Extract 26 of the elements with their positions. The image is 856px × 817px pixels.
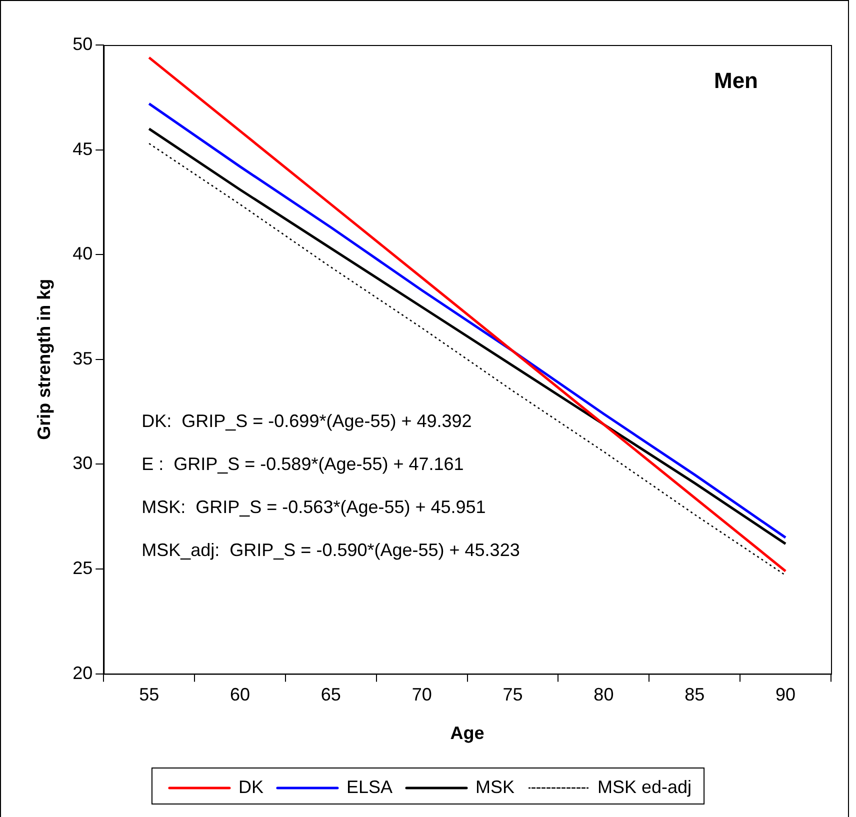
annotation: DK: GRIP_S = -0.699*(Age-55) + 49.392 bbox=[142, 410, 472, 431]
y-tick-label: 20 bbox=[72, 662, 93, 683]
x-tick-label: 60 bbox=[230, 684, 250, 705]
legend-label: ELSA bbox=[346, 776, 392, 797]
legend-label: DK bbox=[238, 776, 264, 797]
x-tick-label: 80 bbox=[594, 684, 614, 705]
legend-label: MSK bbox=[475, 776, 515, 797]
x-axis-title: Age bbox=[450, 723, 484, 744]
annotation: E : GRIP_S = -0.589*(Age-55) + 47.161 bbox=[142, 454, 464, 474]
x-tick-label: 70 bbox=[412, 684, 432, 705]
y-tick-label: 35 bbox=[72, 348, 93, 368]
legend-label: MSK ed-adj bbox=[598, 776, 692, 797]
x-tick-label: 85 bbox=[684, 684, 705, 705]
y-tick-label: 50 bbox=[72, 34, 93, 54]
x-tick-label: 65 bbox=[320, 684, 341, 705]
y-tick-label: 25 bbox=[72, 558, 93, 578]
x-tick-label: 55 bbox=[139, 684, 160, 705]
annotation: Men bbox=[714, 68, 758, 94]
annotation: MSK: GRIP_S = -0.563*(Age-55) + 45.951 bbox=[142, 496, 486, 517]
y-tick-label: 40 bbox=[72, 244, 93, 264]
y-tick-label: 30 bbox=[72, 453, 93, 474]
x-tick-label: 90 bbox=[776, 684, 796, 705]
annotation: MSK_adj: GRIP_S = -0.590*(Age-55) + 45.323 bbox=[142, 540, 520, 560]
y-tick-label: 45 bbox=[72, 138, 93, 159]
y-axis-title: Grip strength in kg bbox=[34, 278, 54, 440]
x-tick-label: 75 bbox=[502, 684, 523, 705]
